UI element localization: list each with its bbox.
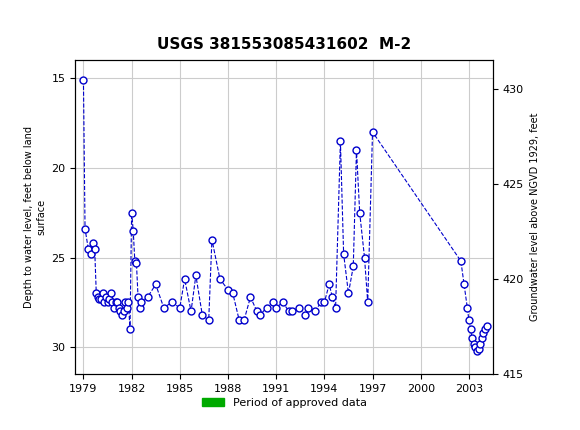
Bar xyxy=(461,374,485,383)
Y-axis label: Depth to water level, feet below land
surface: Depth to water level, feet below land su… xyxy=(24,126,46,308)
Text: ≡USGS: ≡USGS xyxy=(12,10,70,29)
Title: USGS 381553085431602  M-2: USGS 381553085431602 M-2 xyxy=(157,37,411,52)
Bar xyxy=(84,374,380,383)
Legend: Period of approved data: Period of approved data xyxy=(197,393,371,412)
Y-axis label: Groundwater level above NGVD 1929, feet: Groundwater level above NGVD 1929, feet xyxy=(530,113,539,321)
